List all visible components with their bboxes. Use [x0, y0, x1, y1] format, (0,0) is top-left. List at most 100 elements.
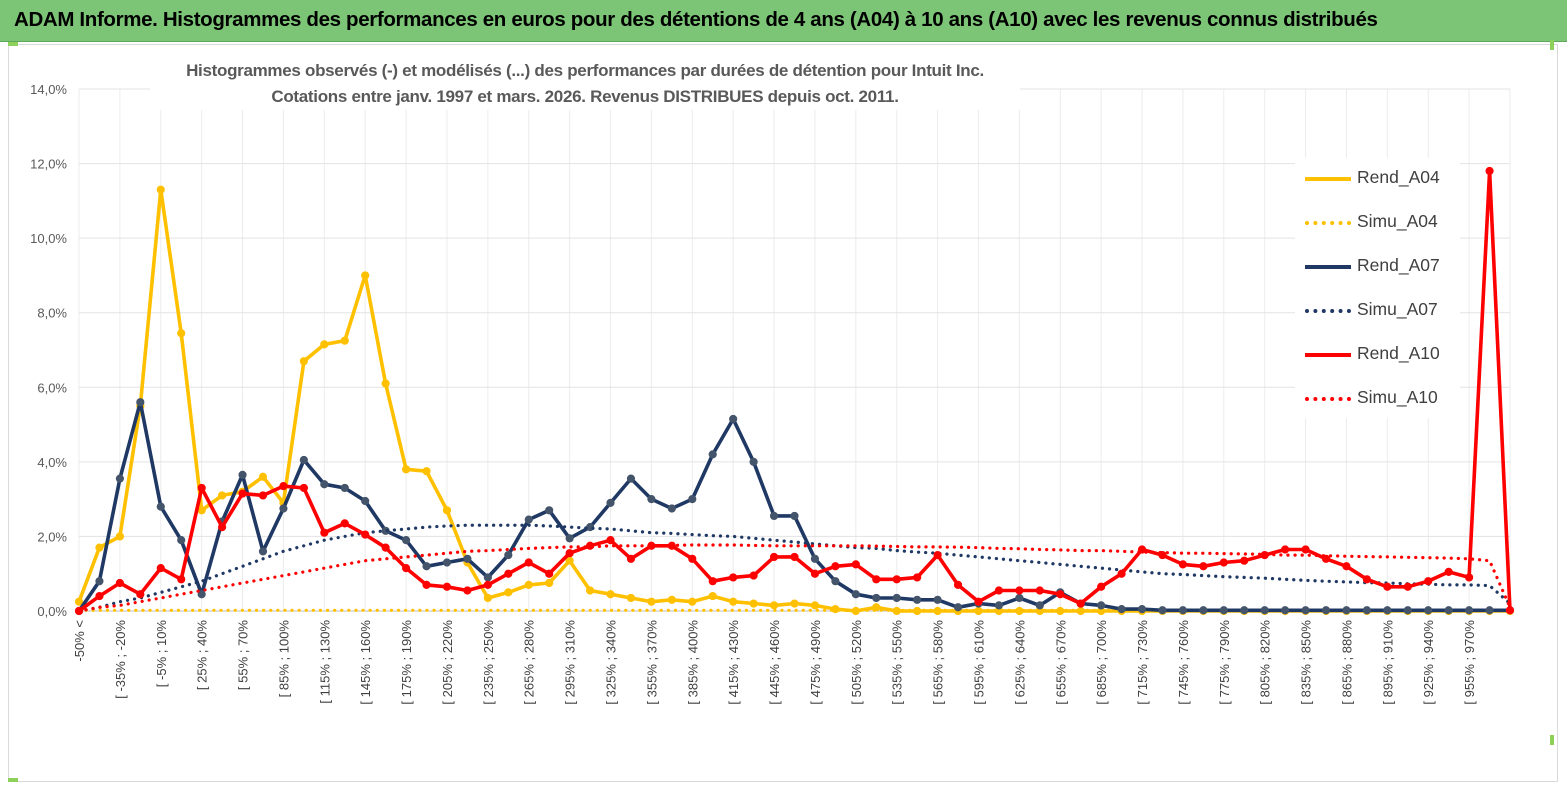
frame-handle[interactable] [1550, 40, 1554, 50]
data-point-rend-a10 [401, 564, 411, 573]
data-point-rend-a10 [1035, 586, 1044, 595]
data-point-rend-a07 [258, 547, 268, 556]
frame-handle[interactable] [8, 778, 18, 782]
data-point-rend-a07 [156, 502, 165, 511]
y-tick-label: 12,0% [30, 157, 67, 172]
data-point-rend-a07 [197, 590, 206, 599]
x-tick-label: [ 265% ; 280% [522, 620, 537, 705]
y-tick-label: 4,0% [37, 455, 67, 470]
data-point-rend-a10 [749, 571, 758, 580]
data-point-rend-a10 [1097, 582, 1106, 591]
data-point-rend-a07 [1097, 601, 1106, 610]
data-point-rend-a10 [1117, 569, 1126, 578]
data-point-rend-a10 [156, 564, 165, 573]
data-point-rend-a07 [1240, 606, 1249, 615]
y-tick-label: 2,0% [37, 529, 67, 544]
data-point-rend-a07 [831, 577, 840, 586]
x-tick-label: [ 415% ; 430% [726, 620, 741, 705]
data-point-rend-a10 [1056, 590, 1065, 599]
data-point-rend-a10 [463, 586, 472, 595]
legend-swatch [1305, 353, 1351, 357]
data-point-rend-a07 [136, 398, 145, 407]
data-point-rend-a10 [769, 552, 779, 562]
data-point-rend-a07 [1117, 605, 1126, 614]
data-point-rend-a07 [1342, 606, 1351, 615]
legend-label: Simu_A10 [1357, 387, 1438, 407]
report-header: ADAM Informe. Histogrammes des performan… [0, 0, 1567, 42]
data-point-rend-a10 [1505, 606, 1515, 615]
data-point-rend-a10 [115, 578, 124, 588]
data-point-rend-a10 [422, 580, 431, 590]
data-point-rend-a10 [524, 558, 533, 567]
chart-legend: Rend_A04 Simu_A04 Rend_A07 Simu_A07 Rend_A10… [1295, 158, 1460, 418]
x-tick-label: [ 775% ; 790% [1217, 620, 1232, 705]
legend-item: Simu_A07 [1305, 296, 1465, 326]
x-tick-label: [ -35% ; -20% [113, 620, 128, 699]
x-tick-label: [ 505% ; 520% [849, 620, 864, 705]
data-point-rend-a07 [1199, 606, 1208, 615]
data-point-rend-a07 [1219, 606, 1228, 615]
data-point-rend-a07 [442, 558, 452, 567]
legend-swatch [1305, 397, 1351, 401]
data-point-rend-a10 [851, 560, 860, 569]
legend-swatch [1305, 265, 1351, 269]
frame-handle[interactable] [1550, 735, 1554, 745]
data-point-rend-a10 [177, 575, 186, 584]
data-point-rend-a10 [1281, 545, 1290, 554]
data-point-rend-a04 [115, 532, 124, 541]
data-point-rend-a07 [790, 511, 799, 521]
data-point-rend-a04 [688, 597, 697, 606]
data-point-rend-a10 [197, 483, 206, 493]
data-point-rend-a04 [647, 597, 656, 606]
x-tick-label: [ 205% ; 220% [440, 620, 455, 705]
data-point-rend-a04 [585, 586, 595, 595]
report-title: ADAM Informe. Histogrammes des performan… [14, 8, 1378, 31]
data-point-rend-a04 [708, 591, 717, 601]
data-point-rend-a10 [1015, 586, 1024, 595]
x-tick-label: [ 235% ; 250% [481, 620, 496, 705]
data-point-rend-a07 [1281, 606, 1290, 615]
frame-handle[interactable] [8, 42, 18, 46]
data-point-rend-a07 [1362, 606, 1372, 615]
data-point-rend-a10 [953, 580, 963, 590]
data-point-rend-a07 [483, 573, 492, 582]
data-point-rend-a10 [258, 491, 268, 500]
data-point-rend-a10 [1178, 560, 1188, 569]
data-point-rend-a07 [851, 590, 860, 599]
data-point-rend-a07 [872, 593, 881, 603]
legend-label: Rend_A10 [1357, 343, 1440, 363]
data-point-rend-a04 [299, 357, 308, 366]
x-tick-label: [ 805% ; 820% [1258, 620, 1273, 705]
data-point-rend-a07 [647, 495, 656, 504]
data-point-rend-a07 [1158, 606, 1167, 615]
data-point-rend-a07 [524, 515, 533, 524]
data-point-rend-a07 [463, 554, 472, 563]
data-point-rend-a10 [1403, 582, 1412, 591]
data-point-rend-a07 [1403, 606, 1412, 615]
data-point-rend-a10 [688, 554, 697, 563]
y-tick-label: 0,0% [37, 604, 67, 619]
data-point-rend-a10 [1342, 562, 1351, 571]
data-point-rend-a04 [729, 597, 738, 606]
x-tick-label: [ 535% ; 550% [890, 620, 905, 705]
x-tick-label: [ 745% ; 760% [1176, 620, 1191, 705]
data-point-rend-a10 [1076, 599, 1085, 608]
data-point-rend-a04 [361, 271, 370, 280]
x-tick-label: [ 325% ; 340% [604, 620, 619, 705]
data-point-rend-a07 [606, 498, 615, 507]
data-point-rend-a04 [626, 593, 636, 603]
y-tick-label: 6,0% [37, 380, 67, 395]
data-point-rend-a10 [1362, 575, 1372, 584]
legend-label: Simu_A04 [1357, 211, 1438, 231]
data-point-rend-a04 [483, 593, 492, 603]
data-point-rend-a04 [667, 595, 676, 604]
chart-frame [8, 44, 1558, 782]
x-tick-label: [ 835% ; 850% [1299, 620, 1314, 705]
data-point-rend-a07 [1137, 605, 1147, 614]
data-point-rend-a07 [1178, 606, 1188, 615]
legend-item: Rend_A10 [1305, 340, 1465, 370]
data-point-rend-a07 [115, 474, 124, 483]
data-point-rend-a04 [95, 543, 104, 552]
data-point-rend-a04 [156, 185, 165, 194]
